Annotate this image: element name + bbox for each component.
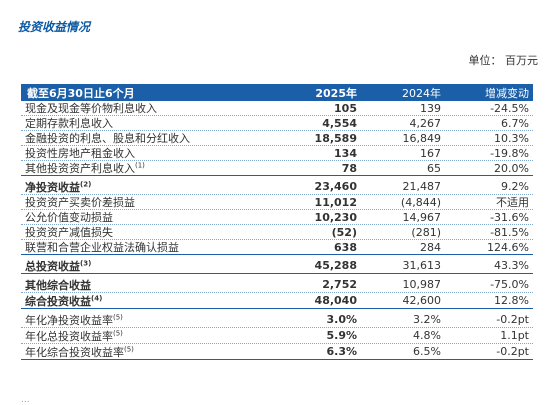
- value-2024: 6.5%: [413, 345, 441, 358]
- value-2025: 78: [341, 161, 357, 175]
- row-label: 金融投资的利息、股息和分红收入: [25, 132, 190, 145]
- row-label: 现金及现金等价物利息收入: [25, 102, 157, 115]
- header-2024: 2024年: [402, 86, 441, 100]
- value-2024: 31,613: [402, 259, 442, 272]
- value-change: -31.6%: [490, 210, 529, 224]
- value-change: -24.5%: [490, 101, 529, 115]
- value-change: -0.2pt: [496, 313, 529, 326]
- row-label: 综合投资收益: [25, 294, 91, 308]
- value-2024: 42,600: [402, 294, 442, 307]
- value-2024: 4.8%: [413, 329, 441, 342]
- footnote-marker: (5): [113, 328, 123, 337]
- value-change: 10.3%: [494, 131, 529, 145]
- unit-label: 单位： 百万元: [468, 54, 539, 67]
- footnote-dots: ...: [21, 395, 30, 405]
- value-change: 43.3%: [494, 259, 529, 272]
- value-2025: 11,012: [314, 195, 357, 209]
- value-2024: 4,267: [409, 116, 442, 130]
- value-2025: (52): [331, 225, 357, 239]
- footnote-marker: (5): [113, 312, 123, 321]
- row-label: 投资资产买卖价差损益: [25, 196, 135, 209]
- value-2024: (4,844): [400, 195, 441, 209]
- value-change: -75.0%: [490, 278, 529, 291]
- value-change: 124.6%: [487, 240, 529, 254]
- table-row: 投资性房地产租金收入 134 167 -19.8%: [21, 146, 533, 161]
- value-change: -81.5%: [490, 225, 529, 239]
- row-label: 联营和合营企业权益法确认损益: [25, 241, 179, 254]
- table-row: 投资资产减值损失 (52) (281) -81.5%: [21, 225, 533, 240]
- value-2025: 23,460: [314, 180, 357, 193]
- investment-income-table: 截至6月30日止6个月 2025年 2024年 增减变动 现金及现金等价物利息收…: [21, 84, 533, 360]
- value-2024: 16,849: [402, 131, 442, 145]
- table-row: 投资资产买卖价差损益 11,012 (4,844) 不适用: [21, 195, 533, 210]
- table-row-total: 综合投资收益(4) 48,040 42,600 12.8%: [21, 293, 533, 309]
- value-change: 9.2%: [501, 180, 529, 193]
- value-2024: 65: [427, 161, 441, 175]
- value-2025: 105: [334, 101, 357, 115]
- header-2025: 2025年: [315, 86, 357, 100]
- value-2024: 284: [420, 240, 441, 254]
- value-2024: 14,967: [402, 210, 442, 224]
- table-row: 其他投资资产利息收入(1) 78 65 20.0%: [21, 161, 533, 176]
- table-row: 年化综合投资收益率(5) 6.3% 6.5% -0.2pt: [21, 344, 533, 360]
- value-2025: 3.0%: [326, 313, 357, 326]
- row-label: 投资资产减值损失: [25, 226, 113, 239]
- row-label: 年化总投资收益率: [25, 329, 113, 343]
- value-change: 不适用: [496, 196, 529, 209]
- table-row: 其他综合收益 2,752 10,987 -75.0%: [21, 277, 533, 293]
- value-change: -0.2pt: [496, 345, 529, 358]
- row-label: 其他投资资产利息收入: [25, 162, 135, 175]
- table-row: 年化总投资收益率(5) 5.9% 4.8% 1.1pt: [21, 328, 533, 344]
- value-2024: 167: [420, 146, 441, 160]
- row-label: 总投资收益: [25, 259, 80, 273]
- table-row: 定期存款利息收入 4,554 4,267 6.7%: [21, 116, 533, 131]
- value-2024: 21,487: [402, 180, 442, 193]
- value-2025: 48,040: [314, 294, 357, 307]
- header-change: 增减变动: [485, 86, 529, 100]
- value-2025: 5.9%: [326, 329, 357, 342]
- value-2024: (281): [411, 225, 441, 239]
- row-label: 年化综合投资收益率: [25, 345, 124, 359]
- value-change: 20.0%: [494, 161, 529, 175]
- value-2024: 3.2%: [413, 313, 441, 326]
- value-2024: 10,987: [402, 278, 442, 291]
- table-row-total: 总投资收益(3) 45,288 31,613 43.3%: [21, 258, 533, 274]
- footnote-marker: (5): [124, 344, 134, 353]
- row-label: 投资性房地产租金收入: [25, 147, 135, 160]
- value-2025: 10,230: [314, 210, 357, 224]
- table-row: 金融投资的利息、股息和分红收入 18,589 16,849 10.3%: [21, 131, 533, 146]
- row-label: 年化净投资收益率: [25, 313, 113, 327]
- value-2025: 2,752: [322, 278, 357, 291]
- table-row: 公允价值变动损益 10,230 14,967 -31.6%: [21, 210, 533, 225]
- value-2025: 134: [334, 146, 357, 160]
- value-change: 12.8%: [494, 294, 529, 307]
- value-change: 1.1pt: [500, 329, 529, 342]
- section-title: 投资收益情况: [18, 20, 91, 34]
- table-row: 年化净投资收益率(5) 3.0% 3.2% -0.2pt: [21, 312, 533, 328]
- row-label: 定期存款利息收入: [25, 117, 113, 130]
- table-row: 联营和合营企业权益法确认损益 638 284 124.6%: [21, 240, 533, 255]
- row-label: 净投资收益: [25, 180, 80, 194]
- row-label: 公允价值变动损益: [25, 211, 113, 224]
- value-2025: 4,554: [322, 116, 357, 130]
- value-2025: 18,589: [314, 131, 357, 145]
- value-2025: 638: [334, 240, 357, 254]
- header-period: 截至6月30日止6个月: [27, 86, 135, 100]
- table-header: 截至6月30日止6个月 2025年 2024年 增减变动: [21, 84, 533, 101]
- value-2025: 45,288: [314, 259, 357, 272]
- row-label: 其他综合收益: [25, 278, 91, 292]
- value-change: 6.7%: [501, 116, 529, 130]
- footnote-marker: (1): [135, 161, 145, 170]
- table-row-subtotal: 净投资收益(2) 23,460 21,487 9.2%: [21, 179, 533, 195]
- footnote-marker: (4): [91, 293, 103, 302]
- value-2025: 6.3%: [326, 345, 357, 358]
- footnote-marker: (2): [80, 179, 92, 188]
- value-2024: 139: [420, 101, 441, 115]
- footnote-marker: (3): [80, 258, 92, 267]
- value-change: -19.8%: [490, 146, 529, 160]
- table-row: 现金及现金等价物利息收入 105 139 -24.5%: [21, 101, 533, 116]
